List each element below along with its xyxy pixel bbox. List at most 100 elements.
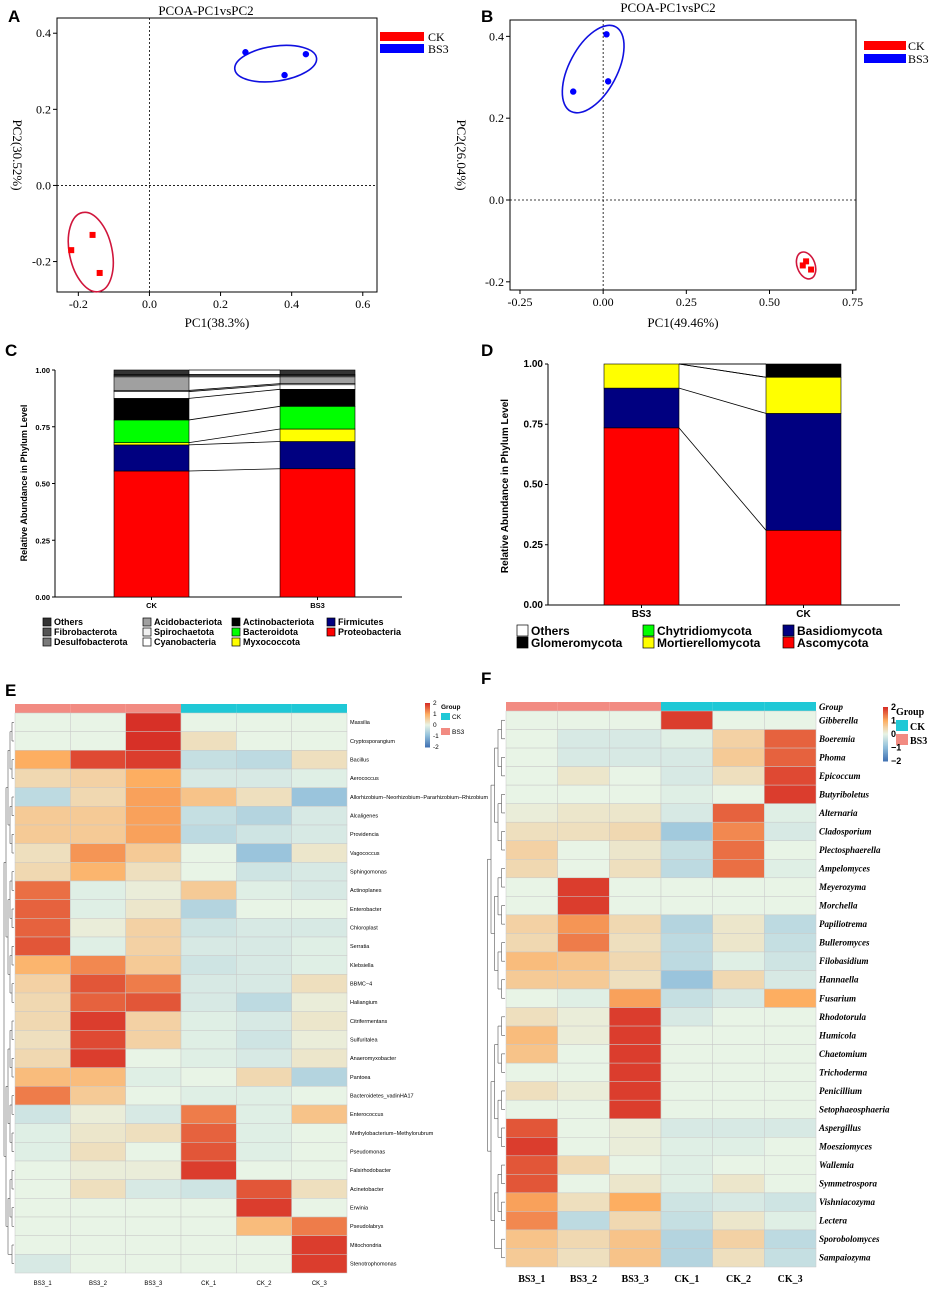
heatmap-cell xyxy=(180,806,237,826)
color-scale-step xyxy=(883,732,888,735)
heatmap-cell xyxy=(180,1067,237,1087)
heatmap-cell xyxy=(764,729,817,749)
heatmap-cell xyxy=(14,1086,71,1106)
heatmap-cell xyxy=(180,1123,237,1143)
group-row-label: Group xyxy=(819,702,844,712)
group-swatch-ck xyxy=(441,713,450,720)
heatmap-cell xyxy=(125,992,182,1012)
heatmap-cell xyxy=(557,1192,610,1212)
heatmap-cell xyxy=(660,1211,713,1231)
bar-segment-bacteroidota xyxy=(279,406,356,430)
heatmap-cell xyxy=(764,951,817,971)
heatmap-cell xyxy=(557,877,610,897)
column-label: BS3_1 xyxy=(34,1281,53,1287)
color-scale-step xyxy=(425,737,430,739)
color-scale-step xyxy=(883,740,888,743)
legend-label-others: Others xyxy=(54,617,83,627)
data-point-bs3 xyxy=(242,49,249,56)
heatmap-cell xyxy=(505,1044,558,1064)
heatmap-cell xyxy=(236,824,292,844)
heatmap-cell xyxy=(180,1198,237,1218)
row-label: Aerococcus xyxy=(350,776,379,782)
group-label-ck: CK xyxy=(910,722,925,733)
heatmap-cell xyxy=(712,821,765,841)
color-scale-step xyxy=(883,715,888,717)
row-label: Trichoderma xyxy=(819,1067,868,1077)
heatmap-cell xyxy=(180,899,237,919)
heatmap-cell xyxy=(764,1229,817,1249)
heatmap-cell xyxy=(660,951,713,971)
heatmap-cell xyxy=(236,899,292,919)
heatmap-cell xyxy=(712,1192,765,1212)
heatmap-cell xyxy=(764,821,817,841)
heatmap-cell xyxy=(125,731,182,751)
heatmap-cell xyxy=(609,1248,662,1268)
color-scale-label: 2 xyxy=(433,700,437,707)
heatmap-cell xyxy=(70,787,126,807)
legend-swatch-spirochaetota xyxy=(142,627,152,637)
heatmap-cell xyxy=(291,1011,348,1031)
bar-segment-bacteroidota xyxy=(113,419,190,443)
x-tick-label: -0.25 xyxy=(507,295,532,309)
row-label: Mitochondria xyxy=(350,1243,382,1249)
heatmap-cell xyxy=(609,803,662,823)
legend-label-cyanobacteria: Cyanobacteria xyxy=(154,637,217,647)
legend-swatch-mortierellomycota xyxy=(642,636,655,649)
heatmap-cell xyxy=(180,1011,237,1031)
group-label-bs3: BS3 xyxy=(452,729,465,736)
heatmap-cell xyxy=(291,1123,348,1143)
heatmap-cell xyxy=(125,1011,182,1031)
heatmap-cell xyxy=(660,933,713,953)
color-scale-step xyxy=(425,741,430,744)
y-tick-label: 0.25 xyxy=(35,536,50,545)
color-scale-step xyxy=(425,743,430,746)
row-label: Chloroplast xyxy=(350,926,378,932)
heatmap-cell xyxy=(125,806,182,826)
heatmap-cell xyxy=(291,1067,348,1087)
heatmap-cell xyxy=(764,1174,817,1194)
panel-a-title: PCOA-PC1vsPC2 xyxy=(158,3,253,18)
legend-label-proteobacteria: Proteobacteria xyxy=(338,627,402,637)
heatmap-cell xyxy=(14,899,71,919)
row-label: Wallemia xyxy=(819,1160,854,1170)
heatmap-cell xyxy=(712,859,765,879)
heatmap-cell xyxy=(180,918,237,938)
heatmap-cell xyxy=(70,731,126,751)
heatmap-cell xyxy=(291,806,348,826)
heatmap-cell xyxy=(291,1235,348,1255)
heatmap-cell xyxy=(764,710,817,730)
heatmap-cell xyxy=(180,1254,237,1274)
heatmap-cell xyxy=(557,1118,610,1138)
heatmap-cell xyxy=(557,1229,610,1249)
color-scale-step xyxy=(425,734,430,737)
heatmap-cell xyxy=(180,843,237,863)
heatmap-cell xyxy=(712,1025,765,1045)
panel-b-pcoa: B PCOA-PC1vsPC2 -0.25 0.00 0.25 0.50 0.75-0.… xyxy=(454,0,929,330)
heatmap-cell xyxy=(557,1211,610,1231)
heatmap-cell xyxy=(609,747,662,767)
y-tick-label: 0.00 xyxy=(35,593,50,602)
column-label: CK_3 xyxy=(312,1281,328,1287)
color-scale-step xyxy=(425,732,430,735)
legend-label-spirochaetota: Spirochaetota xyxy=(154,627,215,637)
data-point-bs3 xyxy=(570,88,577,95)
row-label: Actinoplanes xyxy=(350,888,382,894)
heatmap-cell xyxy=(236,1011,292,1031)
heatmap-cell xyxy=(660,821,713,841)
heatmap-cell xyxy=(609,1081,662,1101)
heatmap-cell xyxy=(180,880,237,900)
row-label: Anaeromyxobacter xyxy=(350,1056,396,1062)
heatmap-cell xyxy=(14,1048,71,1068)
heatmap-cell xyxy=(764,747,817,767)
column-label: CK_1 xyxy=(201,1281,217,1287)
heatmap-cell xyxy=(236,731,292,751)
heatmap-cell xyxy=(180,787,237,807)
heatmap-cell xyxy=(291,1104,348,1124)
bar-segment-acidobacteriota xyxy=(279,376,356,384)
heatmap-cell xyxy=(764,933,817,953)
legend-label-ascomycota: Ascomycota xyxy=(797,636,869,650)
row-label: Falsirhodobacter xyxy=(350,1168,391,1174)
heatmap-cell xyxy=(180,712,237,732)
color-scale-step xyxy=(883,758,888,761)
heatmap-cell xyxy=(180,955,237,975)
